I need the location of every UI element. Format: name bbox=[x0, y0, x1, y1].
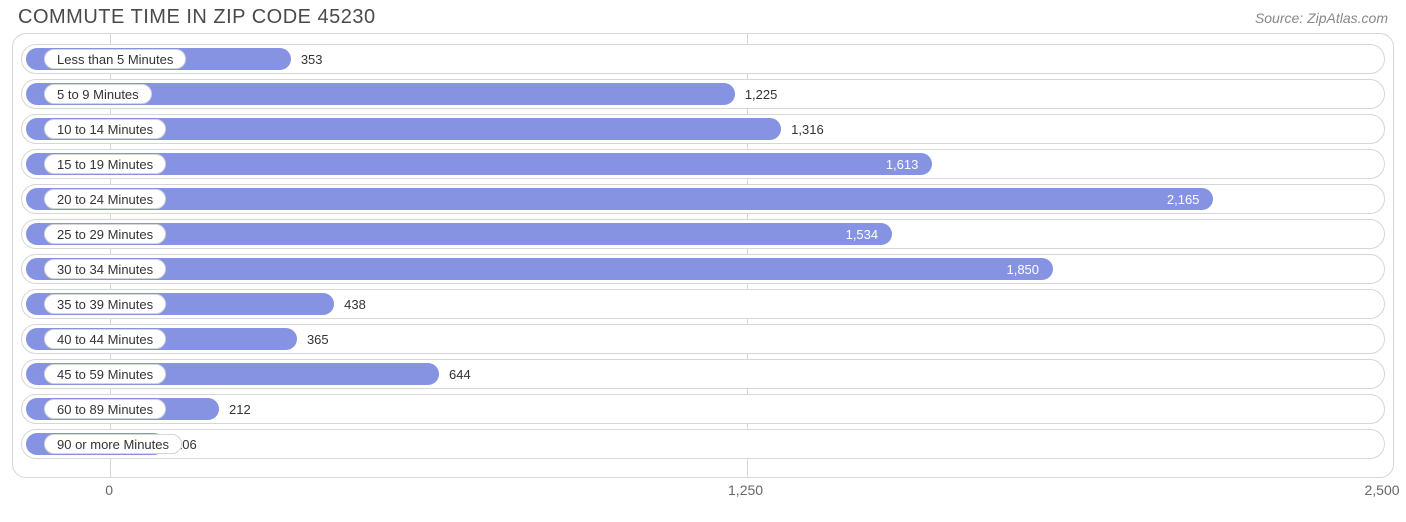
bar-row: 60 to 89 Minutes 212 bbox=[21, 394, 1385, 424]
axis-tick-label: 2,500 bbox=[1364, 482, 1399, 498]
bar-row: 25 to 29 Minutes1,534 bbox=[21, 219, 1385, 249]
bar-rows: Less than 5 Minutes 353 5 to 9 Minutes 1,22… bbox=[21, 44, 1385, 459]
bar-row: 40 to 44 Minutes 365 bbox=[21, 324, 1385, 354]
bar-row: 5 to 9 Minutes 1,225 bbox=[21, 79, 1385, 109]
bar-row: 90 or more Minutes106 bbox=[21, 429, 1385, 459]
value-label: 1,316 bbox=[781, 115, 824, 145]
category-label: 35 to 39 Minutes bbox=[44, 294, 166, 314]
value-label: 438 bbox=[334, 290, 366, 320]
category-label: 25 to 29 Minutes bbox=[44, 224, 166, 244]
category-label: 10 to 14 Minutes bbox=[44, 119, 166, 139]
chart-plot-area: Less than 5 Minutes 353 5 to 9 Minutes 1,22… bbox=[12, 33, 1394, 478]
chart-source: Source: ZipAtlas.com bbox=[1255, 10, 1388, 26]
axis-tick-label: 0 bbox=[105, 482, 113, 498]
bar-row: 15 to 19 Minutes1,613 bbox=[21, 149, 1385, 179]
bar-row: Less than 5 Minutes 353 bbox=[21, 44, 1385, 74]
axis-tick-label: 1,250 bbox=[728, 482, 763, 498]
chart-header: COMMUTE TIME IN ZIP CODE 45230 Source: Z… bbox=[0, 0, 1406, 33]
bar-row: 30 to 34 Minutes1,850 bbox=[21, 254, 1385, 284]
category-label: 30 to 34 Minutes bbox=[44, 259, 166, 279]
value-label: 365 bbox=[297, 325, 329, 355]
value-label: 1,850 bbox=[22, 255, 1053, 285]
category-label: 5 to 9 Minutes bbox=[44, 84, 152, 104]
category-label: 60 to 89 Minutes bbox=[44, 399, 166, 419]
value-label: 212 bbox=[219, 395, 251, 425]
category-label: Less than 5 Minutes bbox=[44, 49, 186, 69]
category-label: 40 to 44 Minutes bbox=[44, 329, 166, 349]
category-label: 20 to 24 Minutes bbox=[44, 189, 166, 209]
value-label: 1,225 bbox=[735, 80, 778, 110]
bar-row: 10 to 14 Minutes 1,316 bbox=[21, 114, 1385, 144]
value-label: 644 bbox=[439, 360, 471, 390]
category-label: 90 or more Minutes bbox=[44, 434, 182, 454]
category-label: 45 to 59 Minutes bbox=[44, 364, 166, 384]
category-label: 15 to 19 Minutes bbox=[44, 154, 166, 174]
bar-row: 45 to 59 Minutes 644 bbox=[21, 359, 1385, 389]
x-axis: 01,2502,500 bbox=[12, 482, 1394, 506]
bar-row: 20 to 24 Minutes2,165 bbox=[21, 184, 1385, 214]
value-label: 353 bbox=[291, 45, 323, 75]
chart-title: COMMUTE TIME IN ZIP CODE 45230 bbox=[18, 6, 376, 29]
value-label: 2,165 bbox=[22, 185, 1213, 215]
bar-row: 35 to 39 Minutes 438 bbox=[21, 289, 1385, 319]
